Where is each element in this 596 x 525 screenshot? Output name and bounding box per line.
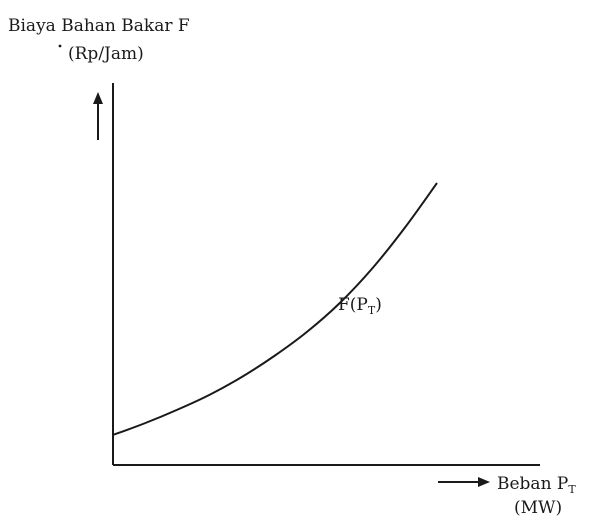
y-axis-unit: (Rp/Jam) <box>68 44 144 64</box>
x-axis-unit: (MW) <box>514 498 563 518</box>
y-axis-label: Biaya Bahan Bakar F <box>8 16 190 36</box>
x-axis-label-subscript: T <box>568 483 576 496</box>
curve-label-close: ) <box>375 295 382 315</box>
x-axis-label: Beban PT <box>497 474 576 496</box>
x-axis-label-main: Beban P <box>497 474 569 494</box>
stray-dot <box>58 44 62 48</box>
curve-label: F(PT) <box>338 295 382 317</box>
x-arrow-icon <box>438 477 490 487</box>
curve-label-main: F(P <box>338 295 368 315</box>
curve-label-subscript: T <box>367 304 376 317</box>
y-arrow-icon <box>93 92 103 140</box>
cost-curve <box>112 182 438 436</box>
